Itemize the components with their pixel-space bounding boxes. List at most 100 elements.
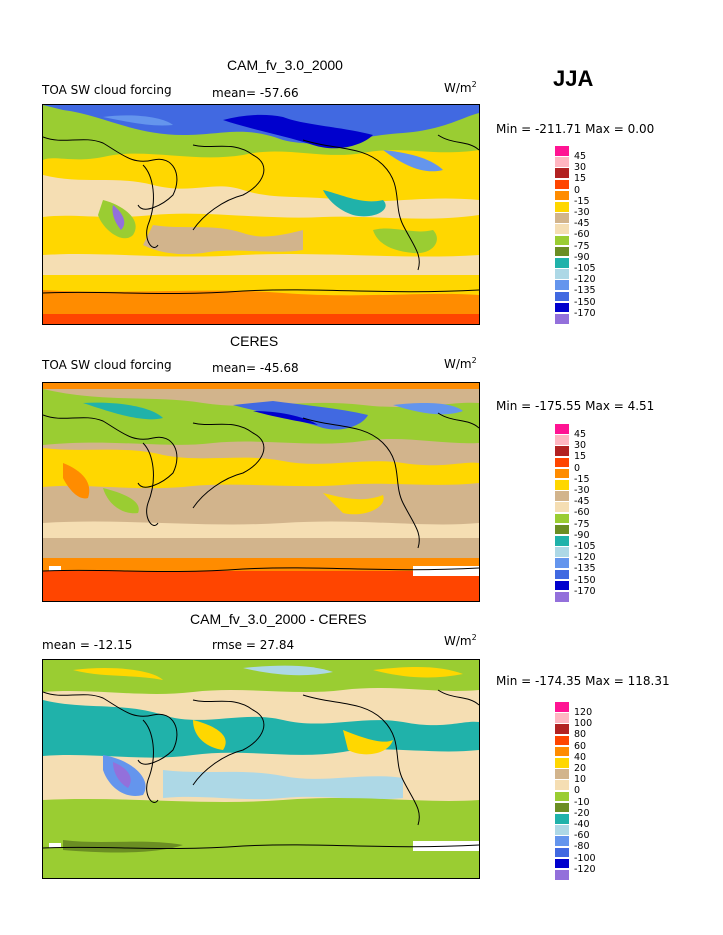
map-observation — [42, 382, 480, 602]
legend-level: -75 — [574, 518, 590, 530]
legend-level: -100 — [574, 852, 596, 864]
legend-swatch — [555, 224, 569, 234]
legend-level: -170 — [574, 585, 596, 597]
legend-swatch — [555, 702, 569, 712]
units-label: W/m2 — [444, 633, 477, 648]
legend-level: -135 — [574, 285, 596, 297]
legend-level: 120 — [574, 707, 593, 718]
units-label: W/m2 — [444, 356, 477, 371]
mean-label: mean = -12.15 — [42, 638, 133, 652]
legend-swatch — [555, 791, 569, 802]
legend-level: -105 — [574, 263, 596, 274]
legend-level: -15 — [574, 195, 590, 207]
legend-difference: 120 100 80 60 40 20 10 0 -10 -20 -40 -60… — [555, 702, 675, 880]
legend-swatch — [555, 836, 569, 846]
legend-level: -150 — [574, 574, 596, 586]
legend-level: -75 — [574, 240, 590, 252]
legend-swatch — [555, 758, 569, 768]
legend-swatch — [555, 314, 569, 324]
rmse-label: rmse = 27.84 — [212, 638, 295, 652]
season-label: JJA — [553, 66, 594, 91]
legend-swatch — [555, 246, 569, 257]
legend-swatch — [555, 547, 569, 557]
units-exponent: 2 — [471, 80, 477, 89]
legend-level: 60 — [574, 740, 587, 752]
legend-level: -10 — [574, 796, 590, 808]
legend-level: 80 — [574, 729, 587, 741]
units-exponent: 2 — [471, 356, 477, 365]
legend-swatch — [555, 168, 569, 178]
legend-level: -45 — [574, 218, 590, 230]
legend-level: -80 — [574, 841, 590, 853]
legend-swatch — [555, 435, 569, 445]
legend-level: -60 — [574, 507, 590, 519]
map-difference — [42, 659, 480, 879]
legend-swatch — [555, 814, 569, 824]
legend-swatch — [555, 190, 569, 201]
legend-swatch — [555, 513, 569, 524]
legend-level: -45 — [574, 496, 590, 508]
legend-swatch — [555, 580, 569, 591]
legend-level: -90 — [574, 529, 590, 541]
legend-level: 40 — [574, 751, 587, 763]
legend-level: -170 — [574, 307, 596, 319]
legend-level: 20 — [574, 763, 587, 774]
legend-swatch — [555, 536, 569, 546]
minmax-label: Min = -211.71 Max = 0.00 — [496, 122, 655, 136]
legend-level: -60 — [574, 229, 590, 241]
legend-swatch — [555, 202, 569, 212]
legend-level: 0 — [574, 184, 581, 196]
legend-swatch — [555, 302, 569, 313]
legend-swatch — [555, 802, 569, 813]
legend-swatch — [555, 258, 569, 268]
mean-label: mean= -45.68 — [212, 361, 299, 375]
legend-swatch — [555, 825, 569, 835]
units-label: W/m2 — [444, 80, 477, 95]
legend-swatch — [555, 235, 569, 246]
legend-swatch — [555, 558, 569, 568]
legend-swatch — [555, 146, 569, 156]
minmax-label: Min = -175.55 Max = 4.51 — [496, 399, 655, 413]
legend-observation: 45 30 15 0 -15 -30 -45 -60 -75 -90 -105 … — [555, 424, 675, 602]
legend-level: -105 — [574, 541, 596, 552]
legend-level: 45 — [574, 151, 587, 162]
legend-level: -120 — [574, 863, 596, 875]
legend-level: -135 — [574, 563, 596, 575]
legend-swatch — [555, 847, 569, 858]
panel-title: CAM_fv_3.0_2000 — [227, 57, 343, 73]
legend-level: -60 — [574, 830, 590, 842]
legend-level: 45 — [574, 429, 587, 440]
panel-title: CERES — [230, 333, 279, 349]
legend-level: 0 — [574, 462, 581, 474]
legend-swatch — [555, 724, 569, 734]
legend-swatch — [555, 480, 569, 490]
legend-swatch — [555, 569, 569, 580]
legend-level: -120 — [574, 274, 596, 286]
legend-level: 30 — [574, 162, 587, 174]
units-text: W/m — [444, 634, 472, 648]
units-text: W/m — [444, 81, 472, 95]
legend-swatch — [555, 179, 569, 190]
legend-swatch — [555, 870, 569, 880]
legend-model: 45 30 15 0 -15 -30 -45 -60 -75 -90 -105 … — [555, 146, 675, 324]
legend-swatch — [555, 446, 569, 456]
legend-swatch — [555, 713, 569, 723]
legend-level: -30 — [574, 207, 590, 218]
legend-swatch — [555, 746, 569, 757]
legend-level: -150 — [574, 296, 596, 308]
legend-swatch — [555, 491, 569, 501]
legend-swatch — [555, 157, 569, 167]
legend-swatch — [555, 592, 569, 602]
variable-label: TOA SW cloud forcing — [42, 358, 172, 372]
legend-swatch — [555, 858, 569, 869]
minmax-label: Min = -174.35 Max = 118.31 — [496, 674, 670, 688]
legend-level: 15 — [574, 173, 587, 185]
map-model — [42, 104, 480, 325]
legend-level: -30 — [574, 485, 590, 496]
units-text: W/m — [444, 357, 472, 371]
legend-swatch — [555, 291, 569, 302]
legend-level: -40 — [574, 819, 590, 830]
legend-swatch — [555, 780, 569, 790]
legend-level: 100 — [574, 718, 593, 730]
mean-label: mean= -57.66 — [212, 86, 299, 100]
